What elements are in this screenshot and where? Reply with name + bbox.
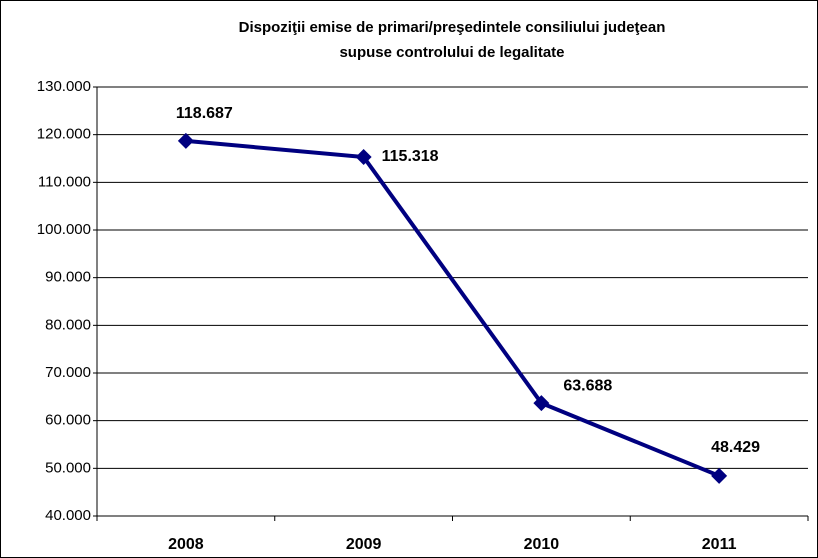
- y-tick-label: 40.000: [45, 507, 91, 524]
- data-label: 48.429: [711, 439, 760, 456]
- data-label: 115.318: [382, 148, 439, 165]
- marker: [177, 132, 194, 149]
- x-tick-label: 2011: [702, 536, 737, 553]
- y-tick-label: 50.000: [45, 459, 91, 476]
- y-tick-label: 90.000: [45, 269, 91, 286]
- y-tick-label: 60.000: [45, 412, 91, 429]
- data-label: 63.688: [563, 377, 612, 394]
- y-tick-label: 120.000: [37, 126, 91, 143]
- marker: [711, 467, 728, 484]
- marker: [355, 148, 372, 165]
- y-tick-label: 130.000: [37, 78, 91, 95]
- x-tick-label: 2008: [168, 536, 204, 553]
- series-line: [185, 138, 720, 478]
- x-tick-label: 2009: [346, 536, 382, 553]
- y-tick-label: 100.000: [37, 221, 91, 238]
- x-tick-label: 2010: [524, 536, 560, 553]
- marker: [533, 395, 550, 412]
- chart-title: supuse controlului de legalitate: [339, 44, 564, 61]
- chart-title: Dispoziţii emise de primari/preşedintele…: [239, 19, 666, 36]
- y-tick-label: 110.000: [38, 173, 91, 190]
- y-tick-label: 70.000: [45, 364, 91, 381]
- y-tick-label: 80.000: [45, 316, 91, 333]
- data-label: 118.687: [176, 105, 233, 122]
